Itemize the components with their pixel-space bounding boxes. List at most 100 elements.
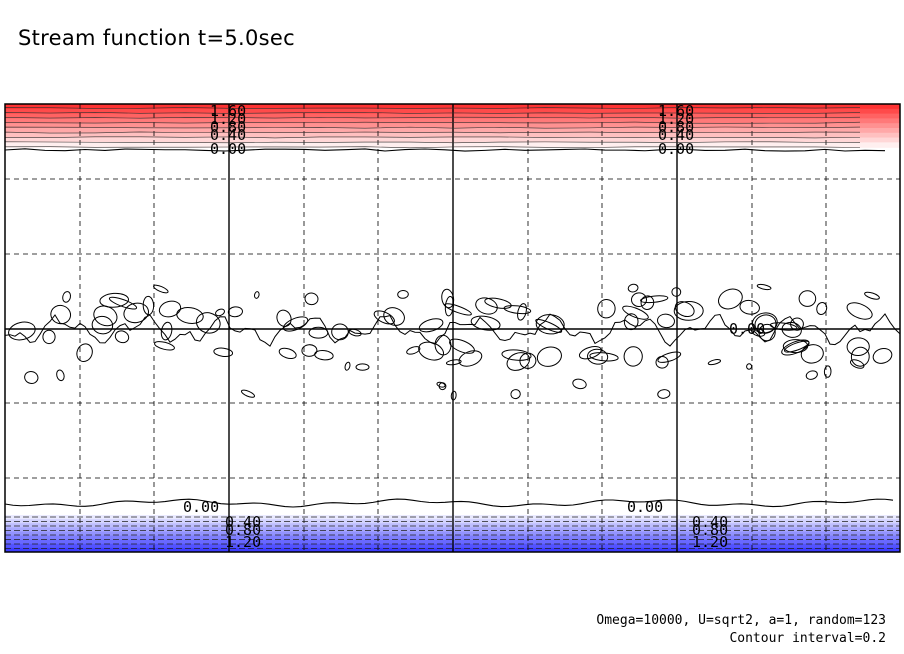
- contour-loop: [864, 291, 880, 300]
- contour-loop: [154, 341, 175, 351]
- contour-loop: [304, 292, 319, 306]
- contour-line-zero-top: [5, 148, 886, 152]
- contour-loop: [627, 283, 639, 293]
- contour-loop: [418, 318, 444, 333]
- contour-loop: [108, 296, 138, 310]
- contour-loop: [739, 299, 760, 315]
- contour-loop: [142, 295, 155, 316]
- contour-loop: [572, 378, 587, 390]
- contour-loop: [790, 317, 804, 331]
- contour-line-positive: [5, 107, 861, 109]
- contour-label-middle: 0.00: [729, 320, 765, 338]
- contour-loop: [470, 315, 501, 331]
- contour-loop: [746, 363, 753, 370]
- contour-loop: [751, 327, 766, 337]
- contour-label-top: 0.40: [658, 126, 694, 144]
- contour-loop: [449, 338, 475, 354]
- contour-loop: [800, 344, 824, 364]
- contour-label-bottom: 0.40: [225, 513, 261, 531]
- contour-label-bottom: 1.20: [225, 533, 261, 551]
- chart-title: Stream function t=5.0sec: [18, 26, 295, 50]
- contour-loop: [655, 355, 669, 369]
- contour-labels: 1.601.200.800.400.001.601.200.800.400.00…: [183, 102, 765, 551]
- contour-loop: [503, 305, 532, 315]
- contour-line-positive: [5, 116, 861, 119]
- contour-loop: [158, 300, 182, 318]
- contour-loop: [348, 328, 362, 337]
- contour-line-positive: [5, 136, 861, 139]
- contour-loop: [308, 326, 329, 339]
- contour-label-top: 1.20: [658, 110, 694, 128]
- contour-loop: [578, 346, 602, 360]
- contour-loop: [355, 363, 370, 371]
- contour-interval-note: Contour interval=0.2: [729, 631, 886, 646]
- contour-loop: [846, 337, 870, 357]
- contour-loop: [756, 283, 772, 291]
- contour-loop: [91, 315, 114, 335]
- contour-label-bottom: 0.80: [692, 521, 728, 539]
- contour-loop: [587, 348, 609, 365]
- contour-loop: [758, 323, 776, 342]
- contour-loop: [8, 321, 36, 341]
- contour-line-zero-bottom: [5, 498, 894, 508]
- contour-loop: [445, 359, 462, 366]
- contour-label-top: 0.80: [210, 118, 246, 136]
- contour-loop: [213, 347, 234, 358]
- contour-loop: [657, 313, 675, 329]
- contour-loop: [707, 359, 722, 366]
- contour-loop: [872, 347, 893, 364]
- contour-loop: [823, 365, 832, 378]
- contour-loop: [597, 299, 616, 319]
- contour-label-bottom: 0.00: [627, 498, 663, 516]
- contour-loop: [278, 347, 297, 360]
- contour-loop: [501, 349, 532, 361]
- contour-label-bottom: 0.80: [225, 521, 261, 539]
- contour-loop: [589, 352, 619, 362]
- contour-loop: [176, 307, 204, 324]
- contour-loop: [846, 302, 873, 320]
- contour-loop: [754, 314, 777, 334]
- contour-label-top: 0.00: [210, 140, 246, 158]
- contour-loop: [673, 300, 704, 321]
- contour-line-positive: [5, 146, 861, 149]
- contour-loop: [123, 302, 149, 324]
- contour-lines: [5, 107, 900, 549]
- contour-loop: [622, 305, 649, 320]
- contour-loop: [406, 346, 421, 355]
- contour-loop: [373, 310, 395, 325]
- contour-loop: [114, 330, 130, 344]
- contour-loop: [631, 292, 647, 308]
- contour-line-zero-middle: [5, 313, 900, 347]
- contour-loop: [535, 314, 565, 335]
- contour-label-bottom: 0.40: [692, 513, 728, 531]
- grid-lines: [5, 104, 900, 552]
- contour-loop: [240, 389, 256, 398]
- contour-loop: [536, 346, 562, 367]
- contour-loop: [56, 369, 65, 382]
- contour-loop: [798, 290, 817, 307]
- contour-loop: [450, 390, 457, 401]
- contour-loop: [441, 288, 455, 309]
- contour-label-top: 1.60: [658, 102, 694, 120]
- contour-loop: [475, 297, 498, 315]
- contour-loop: [418, 341, 445, 361]
- contour-label-top: 1.60: [210, 102, 246, 120]
- contour-line-positive: [5, 126, 861, 129]
- contour-loop: [99, 292, 129, 308]
- contour-loop: [160, 321, 173, 341]
- contour-loop: [781, 321, 802, 338]
- contour-line-positive: [5, 141, 861, 144]
- contour-loop: [444, 296, 455, 317]
- contour-loop: [24, 371, 39, 384]
- contour-line-positive: [5, 112, 861, 114]
- contour-loop: [816, 301, 828, 316]
- contour-loop: [383, 307, 405, 326]
- contour-line-positive: [5, 131, 861, 134]
- contour-loop: [623, 313, 639, 331]
- contour-loop: [76, 343, 93, 363]
- contour-loop: [276, 309, 292, 327]
- contour-loop: [849, 359, 865, 369]
- contour-loop: [344, 361, 351, 371]
- contour-loop: [517, 303, 527, 321]
